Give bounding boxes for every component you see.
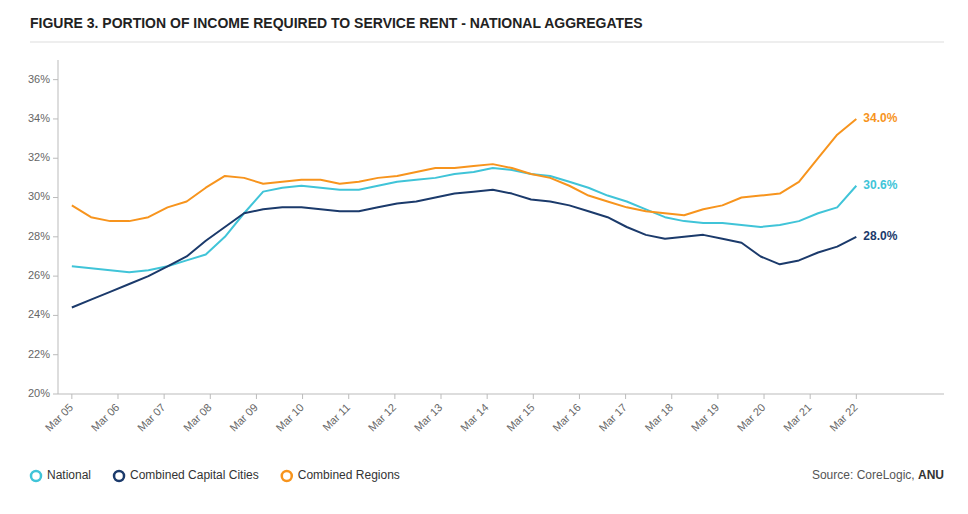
x-tick-label: Mar 14 [458,401,491,434]
series-line [72,119,856,221]
x-tick-label: Mar 21 [781,401,814,434]
x-tick-label: Mar 09 [227,401,260,434]
x-tick [625,394,626,399]
series-line [72,190,856,308]
x-tick-label: Mar 17 [596,401,629,434]
y-tick [53,276,58,277]
legend-marker [114,471,124,481]
legend-marker [282,471,292,481]
x-tick-label: Mar 12 [366,401,399,434]
y-tick [53,118,58,119]
legend-marker [31,471,41,481]
source-highlight: ANU [918,468,944,482]
source-text: Source: CoreLogic, [812,468,918,482]
x-tick-label: Mar 08 [181,401,214,434]
x-tick [117,394,118,399]
y-tick [53,236,58,237]
x-tick [348,394,349,399]
y-tick [53,315,58,316]
y-tick-label: 22% [28,348,50,360]
x-tick [671,394,672,399]
y-tick-label: 30% [28,190,50,202]
x-tick-label: Mar 15 [504,401,537,434]
x-tick [164,394,165,399]
x-tick-label: Mar 07 [135,401,168,434]
chart: FIGURE 3. PORTION OF INCOME REQUIRED TO … [0,0,968,514]
x-tick-label: Mar 11 [320,401,352,433]
y-tick [53,354,58,355]
x-tick [256,394,257,399]
x-tick [394,394,395,399]
y-tick [53,394,58,395]
y-tick-label: 20% [28,387,50,399]
x-tick [487,394,488,399]
series-line [72,168,856,272]
x-tick [71,394,72,399]
end-label: 28.0% [863,229,897,243]
plot-area [72,119,856,308]
y-tick [53,79,58,80]
x-tick [302,394,303,399]
end-label: 34.0% [863,111,897,125]
legend-label: National [47,468,91,482]
x-tick [764,394,765,399]
end-label: 30.6% [863,178,897,192]
x-tick [441,394,442,399]
x-tick [717,394,718,399]
y-tick-label: 32% [28,151,50,163]
y-tick-label: 26% [28,269,50,281]
x-tick-label: Mar 19 [689,401,722,434]
y-tick-label: 28% [28,230,50,242]
legend-label: Combined Regions [298,468,400,482]
y-tick-label: 24% [28,308,50,320]
y-tick-label: 36% [28,73,50,85]
x-tick-label: Mar 20 [735,401,768,434]
source: Source: CoreLogic, ANU [812,468,944,482]
y-axis-line [58,60,59,394]
x-tick [533,394,534,399]
x-tick-label: Mar 05 [43,401,76,434]
x-tick [856,394,857,399]
x-tick-label: Mar 18 [643,401,676,434]
x-tick [210,394,211,399]
y-tick-label: 34% [28,112,50,124]
y-tick [53,197,58,198]
x-tick [579,394,580,399]
x-tick-label: Mar 13 [412,401,445,434]
x-tick-label: Mar 22 [827,401,860,434]
y-tick [53,158,58,159]
x-tick [810,394,811,399]
x-tick-label: Mar 16 [550,401,583,434]
legend-label: Combined Capital Cities [130,468,259,482]
title-rule [30,42,944,43]
x-tick-label: Mar 06 [89,401,122,434]
x-tick-label: Mar 10 [273,401,306,434]
title: FIGURE 3. PORTION OF INCOME REQUIRED TO … [30,15,643,31]
x-axis-line [58,394,944,395]
